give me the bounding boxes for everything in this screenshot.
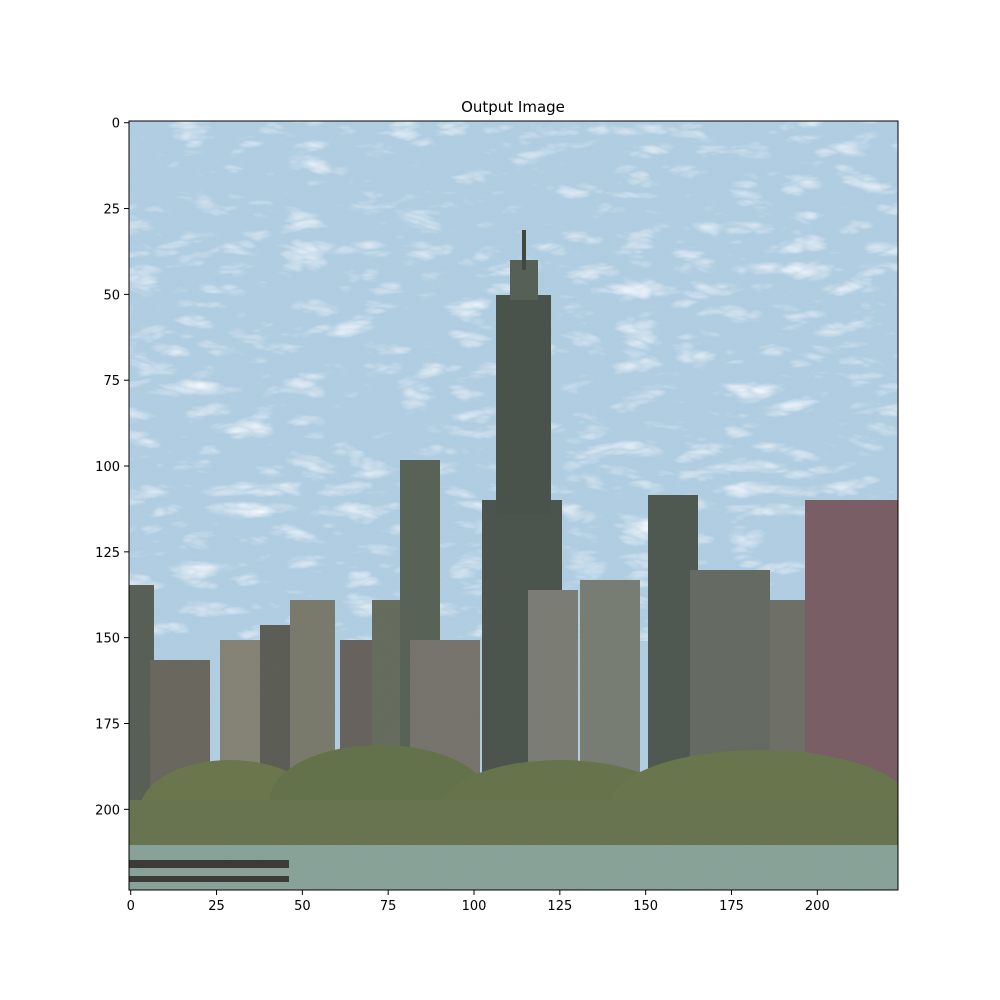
y-tick-label: 200 — [95, 803, 120, 818]
grain-overlay — [129, 121, 898, 890]
x-tick-label: 125 — [547, 899, 572, 914]
y-tick-label: 50 — [103, 288, 120, 303]
x-tick-label: 25 — [208, 899, 225, 914]
y-tick-label: 175 — [95, 717, 120, 732]
x-tick-label: 100 — [462, 899, 487, 914]
x-axis: 0 25 50 75 100 125 150 175 200 — [127, 890, 830, 914]
x-tick-label: 75 — [380, 899, 397, 914]
y-tick-label: 75 — [103, 374, 120, 389]
x-tick-label: 175 — [719, 899, 744, 914]
x-tick-label: 150 — [633, 899, 658, 914]
x-tick-label: 0 — [127, 899, 135, 914]
x-tick-label: 200 — [805, 899, 830, 914]
y-tick-label: 100 — [95, 460, 120, 475]
x-tick-label: 50 — [294, 899, 311, 914]
axes-frame — [128, 120, 899, 891]
y-tick-label: 150 — [95, 632, 120, 647]
plot-title: Output Image — [461, 98, 565, 116]
output-image — [129, 121, 898, 890]
y-tick-label: 0 — [112, 117, 120, 132]
y-tick-label: 125 — [95, 546, 120, 561]
y-axis: 0 25 50 75 100 125 150 175 200 — [95, 117, 129, 818]
y-tick-label: 25 — [103, 203, 120, 218]
